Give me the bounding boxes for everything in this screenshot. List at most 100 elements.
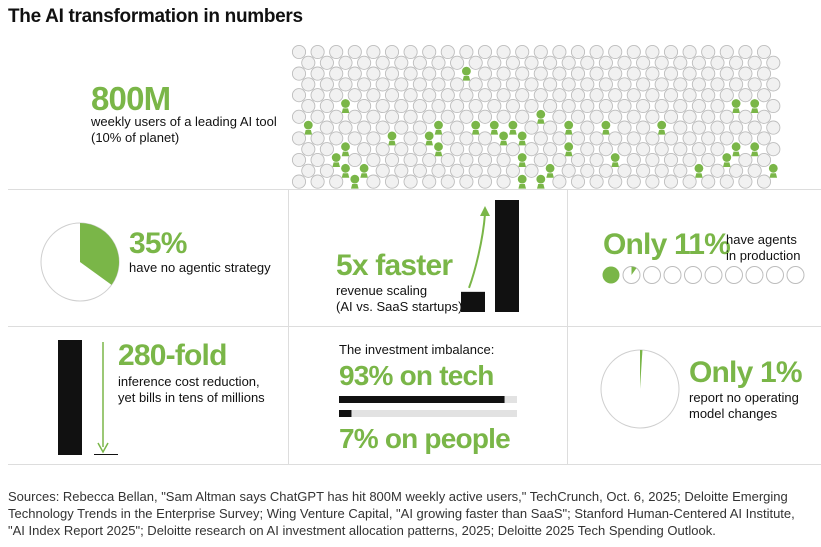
- user-placeholder-circle: [756, 152, 772, 168]
- users-label-line1: weekly users of a leading AI tool: [91, 114, 277, 129]
- user-placeholder-circle: [440, 152, 455, 168]
- agent-dot-empty: [725, 266, 743, 284]
- user-placeholder-circle: [682, 88, 697, 103]
- person-head: [564, 142, 574, 152]
- person-head: [434, 142, 443, 152]
- user-placeholder-circle: [663, 109, 679, 124]
- user-placeholder-circle: [636, 55, 651, 70]
- user-placeholder-circle: [347, 44, 362, 60]
- user-placeholder-circle: [394, 98, 409, 114]
- user-placeholder-circle: [366, 174, 381, 189]
- user-placeholder-circle: [366, 109, 381, 124]
- user-placeholder-circle: [524, 98, 539, 114]
- user-placeholder-circle: [552, 88, 567, 103]
- user-placeholder-circle: [636, 142, 651, 157]
- user-placeholder-circle: [682, 131, 697, 146]
- user-placeholder-circle: [375, 77, 390, 92]
- user-placeholder-circle: [319, 77, 334, 92]
- user-placeholder-circle: [701, 152, 716, 168]
- person-head: [657, 120, 667, 130]
- user-person-icon: [350, 174, 360, 189]
- strategy-value: 35%: [129, 227, 187, 260]
- user-placeholder-circle: [477, 152, 493, 168]
- agent-dot-empty: [786, 266, 805, 284]
- user-person-icon: [731, 99, 741, 113]
- user-person-icon: [499, 131, 508, 146]
- user-placeholder-circle: [450, 77, 465, 92]
- user-placeholder-circle: [552, 44, 567, 60]
- user-placeholder-circle: [422, 44, 437, 60]
- user-placeholder-circle: [747, 163, 762, 178]
- user-placeholder-circle: [477, 44, 493, 60]
- user-placeholder-circle: [440, 44, 455, 60]
- user-placeholder-circle: [663, 152, 679, 168]
- user-placeholder-circle: [626, 66, 641, 81]
- user-person-icon: [517, 153, 527, 167]
- user-placeholder-circle: [459, 152, 474, 168]
- revenue-arrow-head: [480, 206, 490, 216]
- user-placeholder-circle: [710, 77, 725, 92]
- operating-pie-value-slice: [640, 350, 643, 389]
- user-placeholder-circle: [375, 163, 390, 178]
- user-placeholder-circle: [487, 55, 502, 70]
- user-placeholder-circle: [766, 77, 781, 92]
- user-placeholder-circle: [533, 66, 548, 81]
- user-placeholder-circle: [310, 66, 325, 81]
- user-placeholder-circle: [645, 109, 660, 124]
- person-body: [611, 162, 619, 167]
- user-placeholder-circle: [394, 55, 409, 70]
- person-body: [304, 130, 313, 135]
- inference-value: 280-fold: [118, 339, 227, 372]
- user-placeholder-circle: [310, 88, 325, 103]
- user-placeholder-circle: [384, 44, 400, 60]
- person-head: [768, 163, 778, 173]
- inference-bar-before: [58, 340, 82, 455]
- user-placeholder-circle: [608, 109, 623, 124]
- user-placeholder-circle: [645, 152, 660, 168]
- person-head: [359, 163, 369, 173]
- user-placeholder-circle: [468, 163, 483, 178]
- user-placeholder-circle: [403, 174, 418, 189]
- user-placeholder-circle: [375, 98, 390, 114]
- user-placeholder-circle: [394, 163, 409, 178]
- user-placeholder-circle: [366, 88, 381, 103]
- user-placeholder-circle: [319, 142, 334, 157]
- user-placeholder-circle: [375, 142, 390, 157]
- user-placeholder-circle: [598, 163, 613, 178]
- strategy-label: have no agentic strategy: [129, 260, 271, 275]
- users-label-line2: (10% of planet): [91, 130, 180, 145]
- investment-bar-tech: [339, 396, 505, 403]
- user-placeholder-circle: [561, 98, 576, 114]
- user-placeholder-circle: [291, 66, 307, 81]
- user-placeholder-circle: [329, 174, 344, 189]
- user-placeholder-circle: [719, 88, 734, 103]
- user-placeholder-circle: [459, 174, 474, 189]
- user-placeholder-circle: [589, 66, 604, 81]
- investment-heading: The investment imbalance:: [339, 342, 495, 357]
- user-placeholder-circle: [701, 109, 716, 124]
- user-placeholder-circle: [719, 109, 734, 124]
- user-placeholder-circle: [691, 55, 706, 70]
- user-placeholder-circle: [738, 44, 753, 60]
- person-body: [425, 140, 433, 146]
- user-placeholder-circle: [422, 88, 437, 103]
- user-placeholder-circle: [673, 142, 688, 157]
- user-person-icon: [657, 120, 667, 135]
- user-placeholder-circle: [552, 152, 567, 168]
- person-body: [732, 151, 740, 157]
- person-body: [732, 108, 740, 113]
- user-placeholder-circle: [626, 109, 641, 124]
- user-placeholder-circle: [384, 88, 400, 103]
- divider-col1: [288, 189, 289, 464]
- user-placeholder-circle: [626, 174, 641, 189]
- user-placeholder-circle: [357, 98, 372, 114]
- person-head: [350, 174, 360, 184]
- users-value: 800M: [91, 80, 171, 117]
- agents-value: Only 11%: [603, 228, 731, 261]
- user-placeholder-circle: [561, 163, 576, 178]
- person-head: [434, 120, 443, 130]
- user-placeholder-circle: [440, 174, 455, 189]
- person-body: [537, 184, 545, 189]
- operating-label: report no operating model changes: [689, 390, 799, 422]
- person-body: [769, 173, 778, 178]
